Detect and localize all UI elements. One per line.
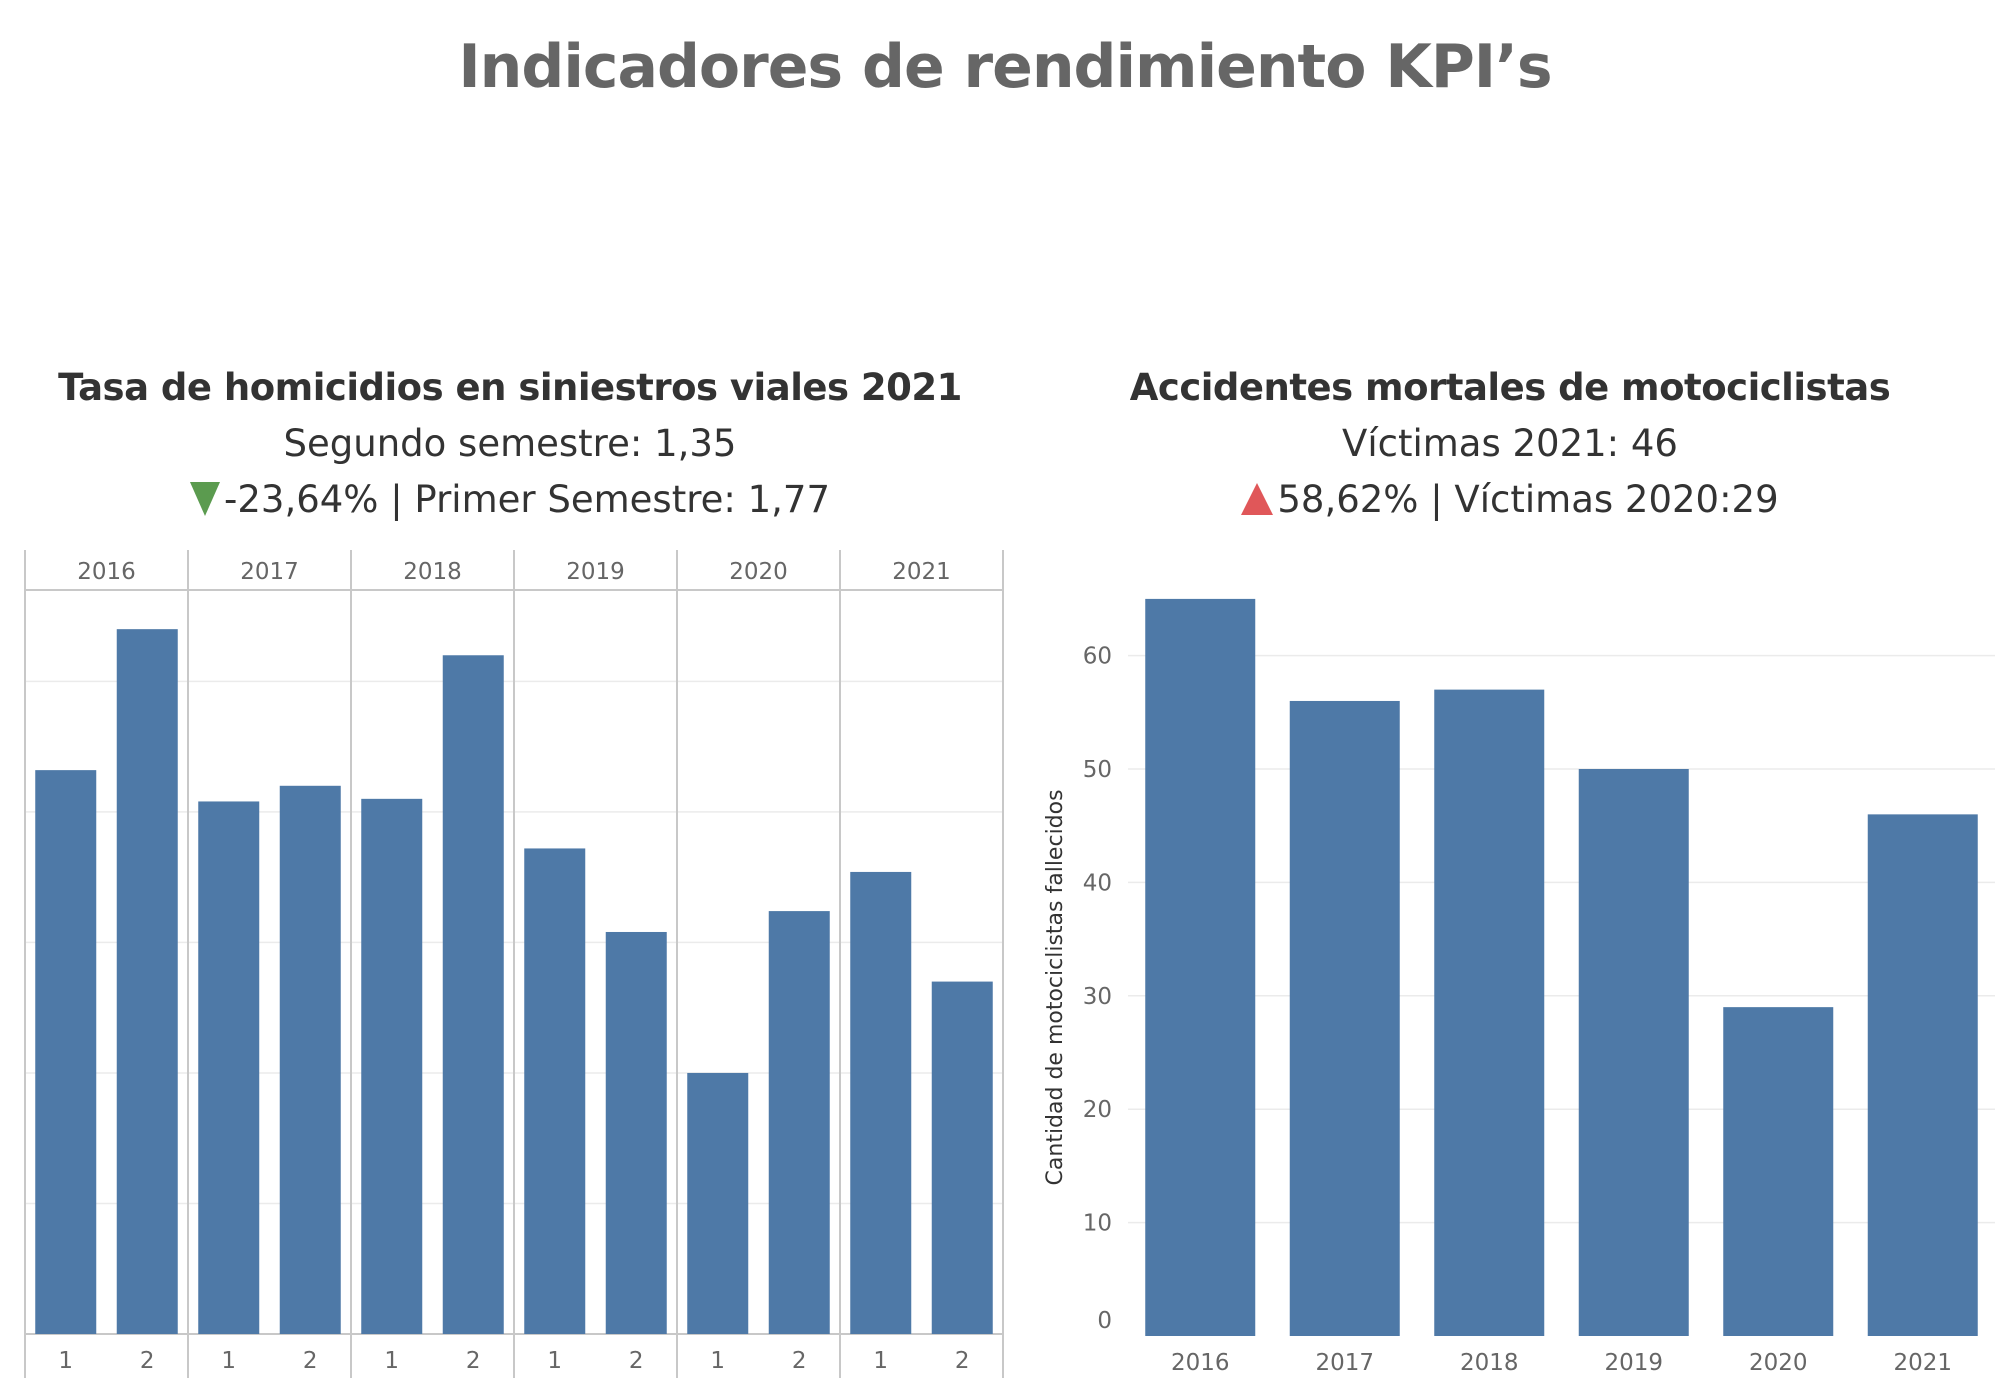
right-x-tick-2018: 2018 [1460, 1350, 1519, 1376]
right-x-tick-2020: 2020 [1749, 1350, 1808, 1376]
triangle-up-icon [1241, 482, 1274, 515]
left-x-tick-2020-2: 2 [792, 1348, 807, 1374]
left-group-label-2017: 2017 [240, 559, 299, 585]
right-y-axis-label: Cantidad de motociclistas fallecidos [1043, 789, 1068, 1185]
right-bar-2021 [1867, 814, 1978, 1336]
left-kpi-line: -23,64% | Primer Semestre: 1,77 [0, 472, 1020, 528]
right-y-tick-10: 10 [1083, 1211, 1112, 1237]
left-bar-2019-2 [605, 931, 667, 1334]
right-chart-subtitle: Víctimas 2021: 46 [1342, 422, 1678, 465]
right-y-tick-0: 0 [1097, 1308, 1112, 1334]
left-bar-2019-1 [524, 848, 586, 1334]
right-y-tick-20: 20 [1083, 1097, 1112, 1123]
left-bar-2017-2 [279, 785, 341, 1334]
left-group-label-2020: 2020 [729, 559, 788, 585]
left-bar-2018-1 [361, 798, 423, 1334]
right-bar-2020 [1723, 1007, 1834, 1336]
left-bar-2021-2 [931, 981, 993, 1334]
right-y-tick-50: 50 [1083, 757, 1112, 783]
left-bar-2016-2 [116, 629, 178, 1334]
left-group-label-2021: 2021 [892, 559, 951, 585]
right-x-tick-2019: 2019 [1604, 1350, 1663, 1376]
left-x-tick-2017-1: 1 [221, 1348, 236, 1374]
left-kpi-text: -23,64% | Primer Semestre: 1,77 [224, 478, 830, 521]
right-panel-header: Accidentes mortales de motociclistas Víc… [1040, 360, 1980, 528]
left-group-label-2019: 2019 [566, 559, 625, 585]
left-bar-2020-1 [687, 1072, 749, 1334]
right-bar-2019 [1578, 769, 1689, 1336]
right-x-tick-2016: 2016 [1171, 1350, 1230, 1376]
left-x-tick-2017-2: 2 [303, 1348, 318, 1374]
left-bar-2021-1 [850, 871, 912, 1334]
left-x-tick-2016-1: 1 [58, 1348, 73, 1374]
left-x-tick-2018-2: 2 [466, 1348, 481, 1374]
left-bar-2016-1 [35, 770, 97, 1334]
left-bar-2017-1 [198, 801, 260, 1334]
right-bar-2017 [1289, 700, 1400, 1336]
right-y-tick-40: 40 [1083, 870, 1112, 896]
right-x-tick-2021: 2021 [1893, 1350, 1952, 1376]
page-title: Indicadores de rendimiento KPI’s [458, 32, 1552, 102]
right-kpi-text: 58,62% | Víctimas 2020:29 [1277, 478, 1779, 521]
left-group-label-2016: 2016 [77, 559, 136, 585]
left-x-tick-2018-1: 1 [384, 1348, 399, 1374]
right-x-tick-2017: 2017 [1315, 1350, 1374, 1376]
left-panel-header: Tasa de homicidios en siniestros viales … [0, 360, 1020, 528]
left-x-tick-2021-2: 2 [955, 1348, 970, 1374]
left-bar-2018-2 [442, 655, 504, 1334]
left-chart-subtitle: Segundo semestre: 1,35 [283, 422, 737, 465]
left-x-tick-2021-1: 1 [873, 1348, 888, 1374]
left-bar-2020-2 [768, 911, 830, 1334]
right-y-tick-30: 30 [1083, 984, 1112, 1010]
right-bar-2016 [1145, 598, 1256, 1336]
right-bar-2018 [1434, 689, 1545, 1336]
right-y-tick-60: 60 [1083, 644, 1112, 670]
right-kpi-line: 58,62% | Víctimas 2020:29 [1040, 472, 1980, 528]
left-x-tick-2020-1: 1 [710, 1348, 725, 1374]
left-x-tick-2019-2: 2 [629, 1348, 644, 1374]
left-x-tick-2019-1: 1 [547, 1348, 562, 1374]
triangle-down-icon [190, 481, 221, 516]
right-chart-title: Accidentes mortales de motociclistas [1129, 366, 1891, 409]
left-chart-title: Tasa de homicidios en siniestros viales … [58, 366, 962, 409]
left-group-label-2018: 2018 [403, 559, 462, 585]
left-x-tick-2016-2: 2 [140, 1348, 155, 1374]
